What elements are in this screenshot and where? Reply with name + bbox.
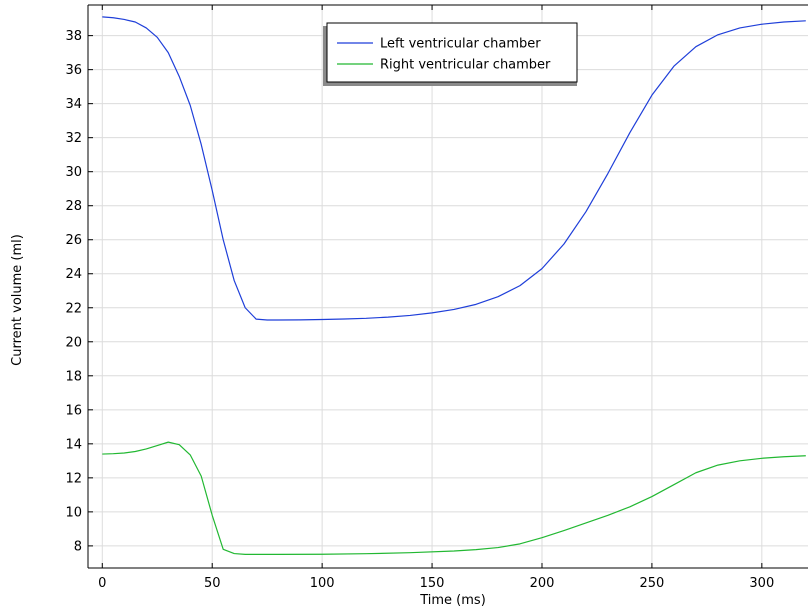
y-tick-label: 30: [65, 165, 82, 180]
y-tick-label: 10: [65, 505, 82, 520]
x-tick-label: 300: [749, 576, 774, 591]
y-tick-label: 24: [65, 267, 82, 282]
grid-lines: [88, 5, 808, 568]
y-tick-label: 12: [65, 471, 82, 486]
x-tick-label: 50: [204, 576, 221, 591]
y-axis-title: Current volume (ml): [10, 234, 25, 366]
legend-label-right: Right ventricular chamber: [380, 58, 551, 73]
legend-label-left: Left ventricular chamber: [380, 37, 541, 52]
x-tick-label: 100: [310, 576, 335, 591]
y-tick-label: 18: [65, 369, 82, 384]
x-ticks: 0 50 100 150 200 250 300: [98, 5, 774, 591]
y-tick-label: 36: [65, 63, 82, 78]
x-tick-label: 250: [639, 576, 664, 591]
legend-box: [326, 22, 578, 83]
y-tick-label: 14: [65, 437, 82, 452]
y-tick-label: 22: [65, 301, 82, 316]
y-ticks: 8 10 12 14 16 18 20 22 24 26 28 30 32 34 36 38: [65, 29, 93, 554]
y-tick-label: 32: [65, 131, 82, 146]
right-ventricular-chamber-line: [102, 441, 806, 555]
x-axis-title: Time (ms): [419, 593, 486, 608]
legend: Left ventricular chamber Right ventricul…: [323, 22, 578, 86]
series-layer: [102, 16, 806, 555]
y-tick-label: 38: [65, 29, 82, 44]
left-ventricular-chamber-line: [102, 16, 806, 321]
x-tick-label: 0: [98, 576, 106, 591]
y-tick-label: 34: [65, 97, 82, 112]
y-tick-label: 20: [65, 335, 82, 350]
x-tick-label: 150: [420, 576, 445, 591]
plot-background: [88, 5, 808, 568]
axes: [87, 4, 808, 569]
y-tick-label: 26: [65, 233, 82, 248]
x-tick-label: 200: [530, 576, 555, 591]
y-tick-label: 16: [65, 403, 82, 418]
y-tick-label: 28: [65, 199, 82, 214]
y-tick-label: 8: [74, 539, 82, 554]
